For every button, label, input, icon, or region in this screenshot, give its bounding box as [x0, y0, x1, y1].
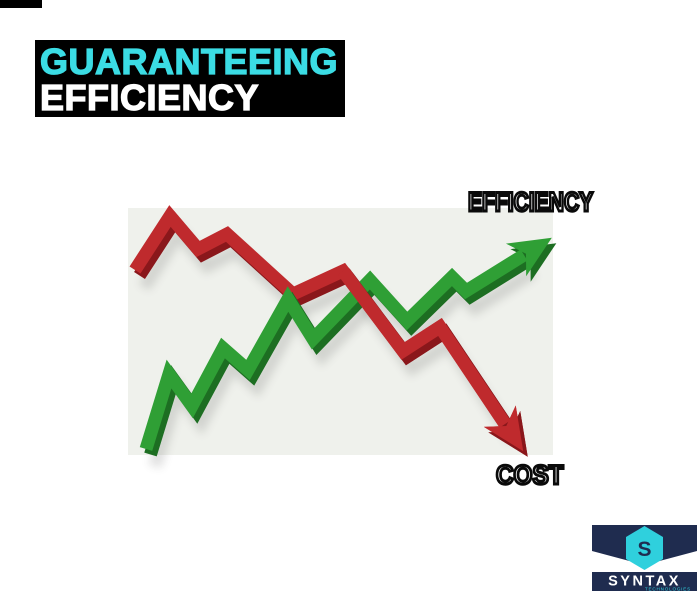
logo-tagline-text: TECHNOLOGIES	[645, 587, 691, 592]
cost-label: COST	[495, 460, 565, 490]
title-line-1: GUARANTEEING	[39, 41, 339, 82]
title-line-2: EFFICIENCY	[39, 77, 260, 118]
trend-arrows-chart	[129, 205, 557, 468]
efficiency-label: EFFICIENCY	[467, 187, 595, 217]
syntax-logo: S SYNTAX TECHNOLOGIES	[592, 525, 697, 597]
logo-monogram-s: S	[637, 538, 651, 561]
logo-brand-text: SYNTAX	[608, 574, 681, 590]
syntax-logo-svg: S SYNTAX TECHNOLOGIES	[592, 525, 697, 592]
top-left-black-strip	[0, 0, 42, 8]
chart-area	[128, 205, 557, 468]
logo-text-strip	[592, 572, 697, 591]
logo-hexagon	[626, 526, 663, 570]
title-bar: GUARANTEEING EFFICIENCY	[35, 40, 345, 117]
